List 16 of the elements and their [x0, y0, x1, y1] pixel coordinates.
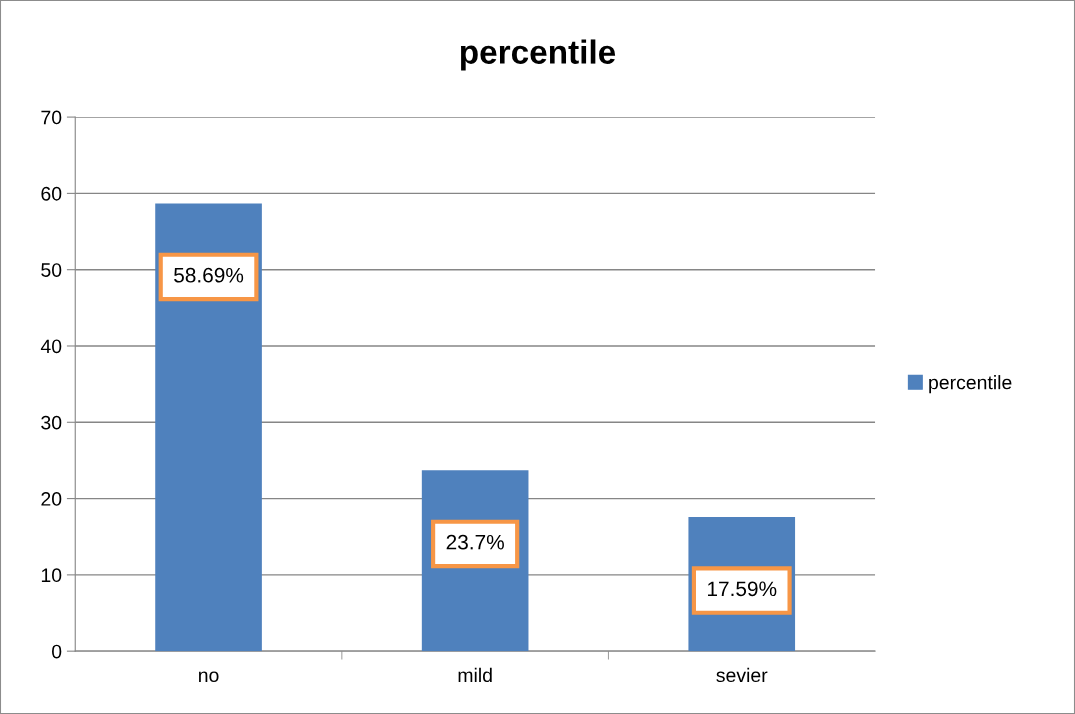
data-label: 58.69%: [174, 267, 244, 283]
y-tick-label: 70: [41, 110, 62, 125]
chart-title: percentile: [460, 39, 616, 71]
x-tick-label: sevier: [716, 667, 768, 683]
y-tick-label: 0: [52, 644, 62, 659]
data-label: 17.59%: [708, 581, 777, 597]
data-label: 23.7%: [446, 534, 504, 550]
y-tick-label: 20: [41, 492, 62, 506]
x-tick-label: no: [199, 671, 219, 683]
legend-label: percentile: [929, 375, 1012, 394]
y-tick-label: 10: [41, 568, 62, 583]
y-tick-label: 50: [41, 263, 62, 277]
y-tick-label: 40: [40, 339, 62, 354]
y-tick-label: 30: [41, 415, 62, 430]
y-tick-label: 60: [41, 186, 62, 201]
x-tick-label: mild: [458, 667, 492, 683]
